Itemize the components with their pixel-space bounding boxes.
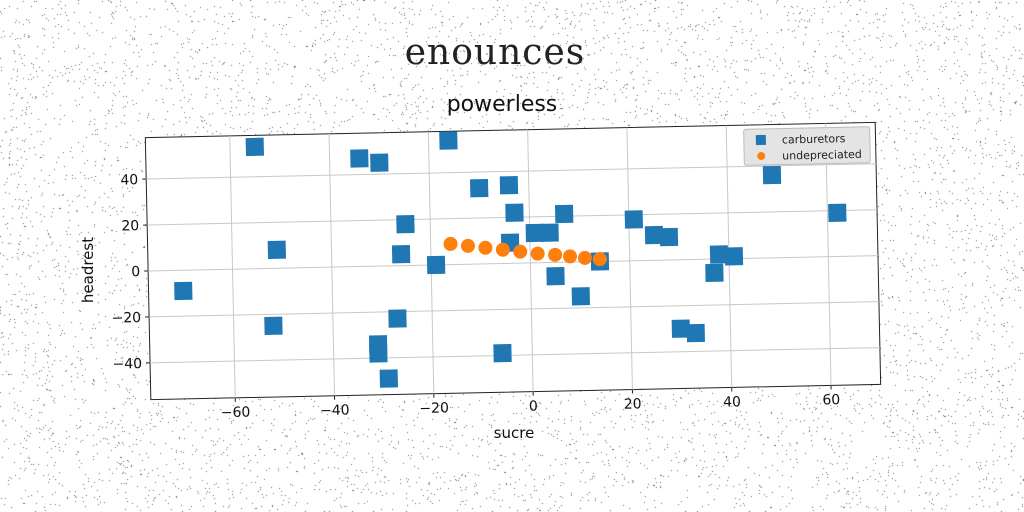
data-point-square [396,214,415,234]
y-tick-label: −40 [112,356,142,373]
figure-suptitle: enounces [404,32,586,73]
data-point-square [388,309,407,328]
y-gridline [149,301,879,318]
data-point-square [267,240,287,260]
data-point-square [350,149,369,168]
y-tick-label: 0 [131,264,140,280]
data-point-square [439,131,458,150]
data-point-square [370,153,389,172]
x-tick-label: 60 [822,392,840,408]
y-tick-label: 20 [121,218,139,234]
legend-label: carburetors [782,132,846,146]
data-point-square [659,227,679,247]
data-point-square [499,176,519,195]
data-point-square [245,137,264,157]
x-tick-label: 0 [529,399,538,415]
x-tick-label: −60 [221,405,251,422]
y-gridline [150,347,880,364]
legend-label: undepreciated [782,148,862,163]
data-point-square [369,344,388,363]
data-point-square [540,223,559,242]
data-point-circle [563,249,578,264]
data-point-square [705,263,724,283]
x-gridline [229,135,236,398]
data-point-circle [460,238,475,253]
x-axis-label: sucre [494,424,535,442]
legend-frame [743,126,871,166]
data-point-square [546,267,565,286]
data-point-square [379,369,398,388]
data-point-square [709,245,729,264]
legend-swatch [755,134,766,146]
data-point-circle [548,247,563,262]
data-point-circle [530,246,545,261]
data-point-square [174,281,193,301]
axes-area: −60 −40 −20 0 20 40 60 −40 −20 0 20 40 [111,121,882,422]
chart-title: powerless [446,92,558,117]
x-gridline [527,129,534,392]
x-tick-label: −40 [320,402,350,419]
y-tick-label: −20 [111,310,141,327]
y-gridline [148,255,878,272]
data-point-circle [478,240,493,255]
data-point-circle [443,236,458,251]
legend-swatch [757,151,766,160]
data-point-square [671,319,691,338]
data-point-circle [592,252,607,267]
data-point-square [624,210,644,229]
y-axis-label: headrest [79,237,97,303]
x-tick-label: −20 [419,400,449,417]
tick-labels: −60 −40 −20 0 20 40 60 −40 −20 0 20 40 [111,172,840,422]
data-point-square [724,247,744,266]
x-tick-label: 20 [624,396,642,412]
data-point-square [762,165,782,185]
series-layer [174,131,847,388]
y-gridline [146,163,877,180]
data-point-square [644,225,664,245]
data-point-circle [513,244,528,259]
data-point-square [470,178,489,198]
data-point-square [686,323,705,343]
data-point-square [828,203,847,223]
data-point-square [505,203,524,222]
x-gridline [626,127,633,390]
data-point-circle [495,242,510,257]
data-point-square [571,287,590,306]
data-point-square [391,244,411,264]
data-point-square [554,204,574,224]
y-tick-label: 40 [120,172,138,188]
data-point-square [493,343,512,363]
data-point-square [426,255,446,275]
legend: carburetors undepreciated [743,126,871,166]
x-tick-label: 40 [723,394,741,410]
data-point-square [525,223,544,243]
x-gridline [825,123,832,386]
data-point-square [264,316,283,335]
data-point-circle [577,250,592,265]
x-gridline [328,133,336,396]
